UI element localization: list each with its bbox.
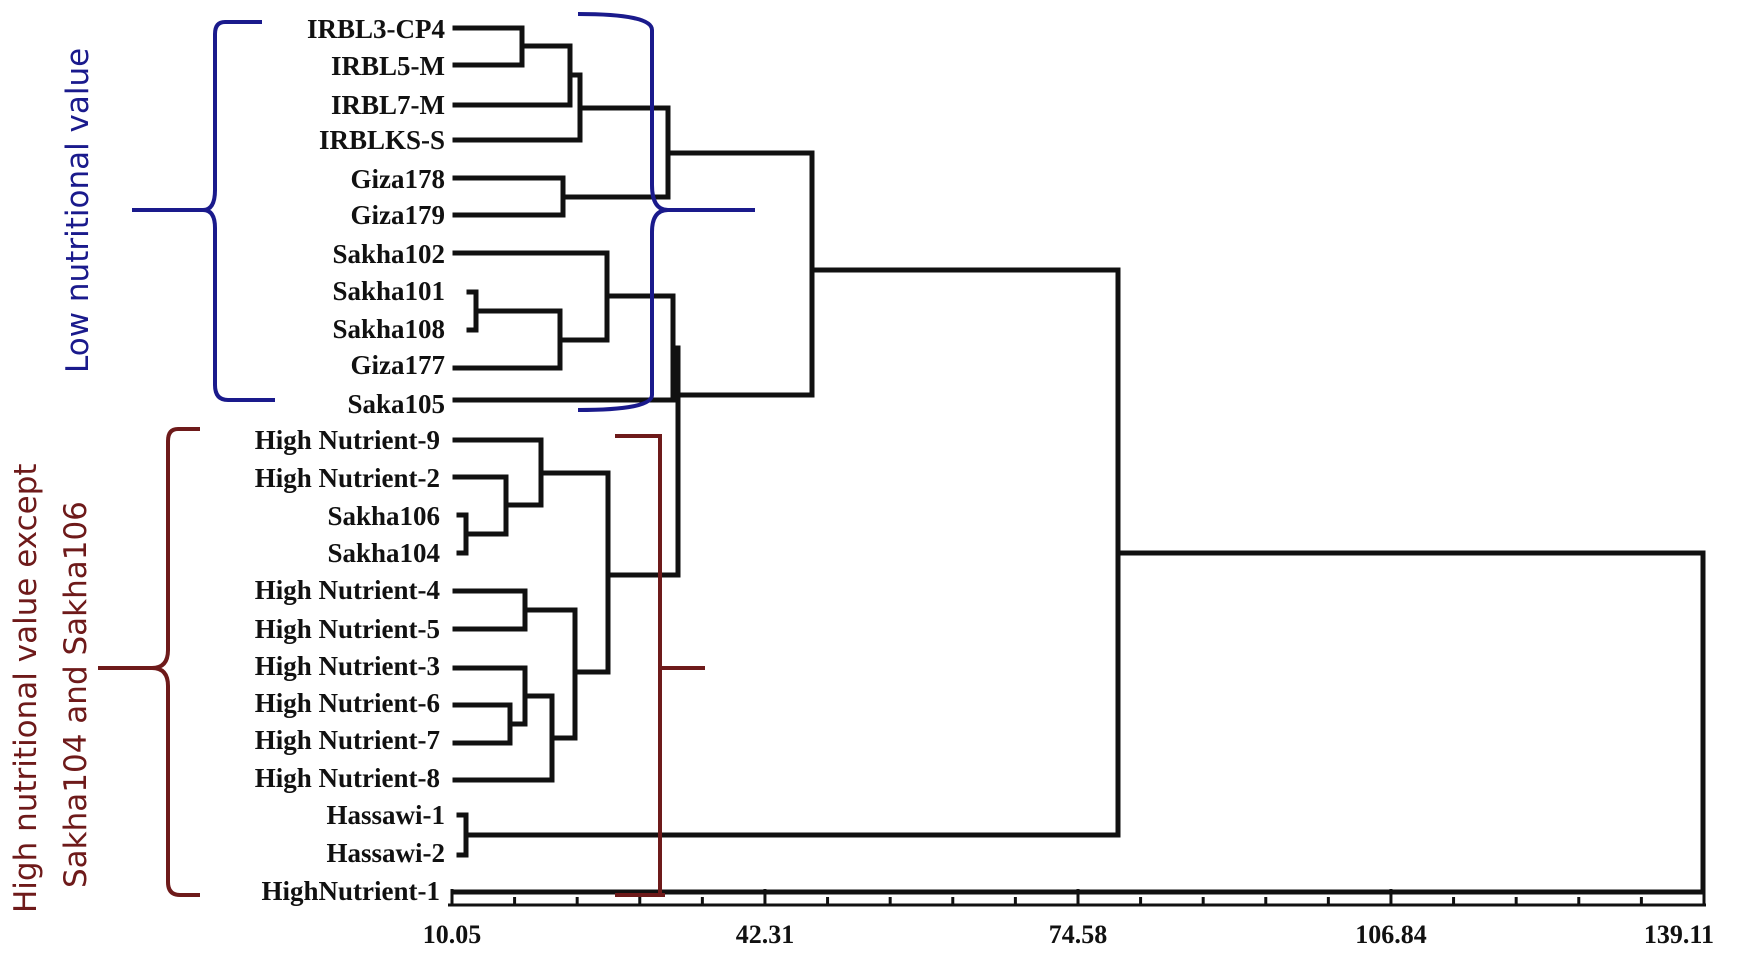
leaf-label: Sakha108 (332, 314, 445, 344)
leaf-label: IRBL7-M (331, 90, 445, 120)
leaf-label: Hassawi-1 (326, 800, 445, 830)
tick-label: 10.05 (423, 920, 482, 949)
leaf-label: Hassawi-2 (326, 838, 445, 868)
leaf-label: Sakha104 (327, 538, 440, 568)
high-group-bracket (98, 427, 705, 897)
branch (452, 250, 676, 403)
leaf-label: High Nutrient-9 (255, 425, 440, 455)
x-axis: 10.05 42.31 74.58 106.84 139.11 (423, 889, 1714, 949)
branch (452, 25, 583, 143)
low-group-bracket (132, 12, 755, 412)
major-ticks: 10.05 42.31 74.58 106.84 139.11 (423, 889, 1714, 949)
leaf-label: IRBLKS-S (319, 125, 445, 155)
high-group-label-line1: High nutritional value except (8, 463, 44, 913)
leaf-label: Saka105 (347, 389, 445, 419)
branch (452, 607, 578, 783)
high-group-label-line2: Sakha104 and Sakha106 (58, 501, 94, 888)
tick-label: 74.58 (1049, 920, 1108, 949)
leaf-label: High Nutrient-5 (255, 614, 440, 644)
leaf-label: IRBL3-CP4 (307, 14, 445, 44)
leaf-labels: IRBL3-CP4 IRBL5-M IRBL7-M IRBLKS-S Giza1… (255, 14, 445, 906)
dendrogram-branches (452, 25, 1706, 895)
minor-ticks (513, 897, 1643, 905)
leaf-label: High Nutrient-3 (255, 651, 440, 681)
leaf-label: Sakha101 (332, 276, 445, 306)
leaf-label: High Nutrient-2 (255, 463, 440, 493)
low-group-label: Low nutritional value (60, 48, 96, 373)
branch (452, 437, 544, 556)
branch (452, 588, 528, 632)
leaf-label: High Nutrient-7 (255, 725, 440, 755)
leaf-label: Sakha106 (327, 501, 440, 531)
leaf-label: High Nutrient-8 (255, 763, 440, 793)
tick-label: 42.31 (736, 920, 795, 949)
branch (665, 150, 815, 398)
tick-label: 106.84 (1355, 920, 1427, 949)
leaf-label: IRBL5-M (331, 51, 445, 81)
leaf-label: Giza178 (351, 164, 446, 194)
leaf-label: HighNutrient-1 (262, 876, 441, 906)
leaf-label: Giza177 (351, 350, 446, 380)
leaf-label: High Nutrient-4 (255, 575, 440, 605)
branch (452, 550, 1706, 895)
branch (452, 175, 566, 218)
leaf-label: Giza179 (351, 200, 446, 230)
leaf-label: High Nutrient-6 (255, 688, 440, 718)
tick-label: 139.11 (1644, 920, 1714, 949)
branch (605, 345, 681, 578)
leaf-label: Sakha102 (332, 239, 445, 269)
